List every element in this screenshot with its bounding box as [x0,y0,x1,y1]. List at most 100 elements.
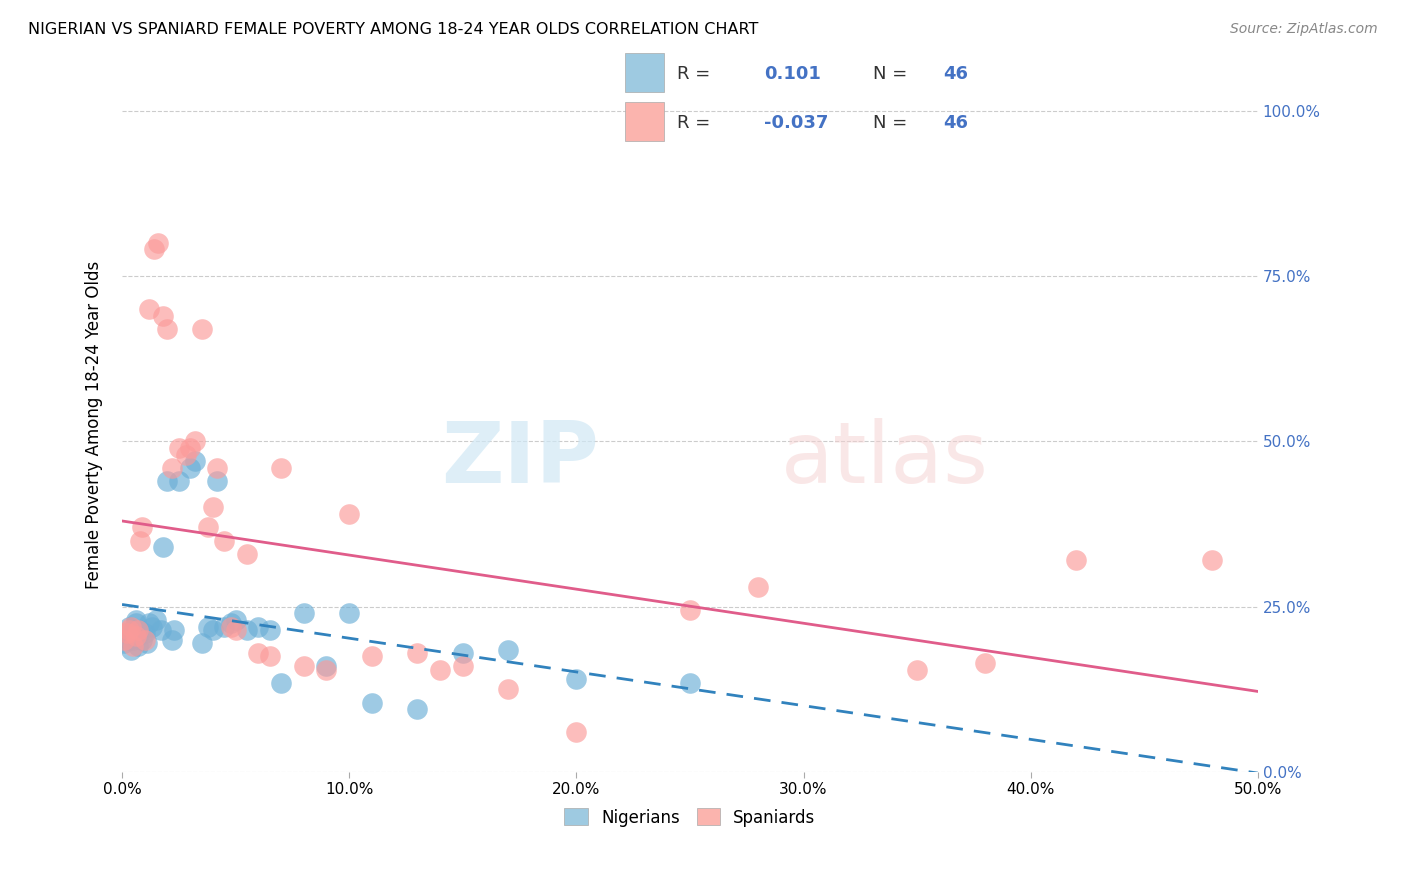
Point [125,616,148,631]
Point [160,632,183,647]
Point [565,673,588,687]
Point [496,642,519,657]
Legend: Nigerians, Spaniards: Nigerians, Spaniards [558,802,823,833]
Text: Source: ZipAtlas.com: Source: ZipAtlas.com [1230,22,1378,37]
Text: -0.037: -0.037 [765,114,828,132]
Point [118,619,141,633]
Point [496,682,519,697]
Point [219,619,242,633]
Point [136,636,159,650]
Point [120,619,142,633]
Point [451,646,474,660]
Point [134,626,156,640]
Point [292,607,315,621]
Text: 46: 46 [943,114,967,132]
Point [247,646,270,660]
Point [122,623,145,637]
Point [201,500,224,515]
Point [142,243,165,257]
Point [679,603,702,617]
Point [207,474,229,488]
Point [406,646,429,660]
Point [129,533,152,548]
Point [129,623,152,637]
Point [214,533,236,548]
Text: N =: N = [873,65,907,83]
Point [127,629,149,643]
Point [163,623,186,637]
Point [361,696,384,710]
Point [138,616,160,631]
Point [184,434,207,449]
Point [247,619,270,633]
Point [152,540,174,554]
Point [174,448,197,462]
Point [115,626,138,640]
Point [141,619,163,633]
Point [145,613,167,627]
Point [565,725,588,739]
Bar [624,103,664,141]
Text: N =: N = [873,114,907,132]
Point [270,675,292,690]
Point [337,607,360,621]
Point [156,474,179,488]
Point [120,642,142,657]
Point [131,632,153,647]
Point [167,474,190,488]
Point [125,613,148,627]
Text: R =: R = [678,114,710,132]
Point [125,629,148,643]
Point [259,649,281,664]
Point [225,623,247,637]
Y-axis label: Female Poverty Among 18-24 Year Olds: Female Poverty Among 18-24 Year Olds [86,260,103,589]
Point [679,675,702,690]
Point [118,623,141,637]
Text: NIGERIAN VS SPANIARD FEMALE POVERTY AMONG 18-24 YEAR OLDS CORRELATION CHART: NIGERIAN VS SPANIARD FEMALE POVERTY AMON… [28,22,758,37]
Point [270,460,292,475]
Point [225,613,247,627]
Text: 46: 46 [943,65,967,83]
Point [259,623,281,637]
Point [184,454,207,468]
Point [112,636,135,650]
Text: 0.101: 0.101 [765,65,821,83]
Point [214,619,236,633]
Point [1201,553,1223,567]
Point [127,640,149,654]
Point [236,547,259,561]
Point [127,623,149,637]
Point [429,663,451,677]
Text: atlas: atlas [780,418,988,501]
Point [190,636,212,650]
Point [207,460,229,475]
Point [406,702,429,716]
Point [115,626,138,640]
Text: ZIP: ZIP [441,418,599,501]
Point [149,623,172,637]
Text: R =: R = [678,65,710,83]
Point [179,460,201,475]
Point [167,441,190,455]
Point [122,632,145,647]
Point [315,663,337,677]
Point [201,623,224,637]
Point [152,309,174,323]
Point [197,619,219,633]
Bar [624,54,664,92]
Point [134,632,156,647]
Point [118,632,141,647]
Point [451,659,474,673]
Point [1064,553,1087,567]
Point [138,301,160,316]
Point [160,460,183,475]
Point [131,520,153,534]
Point [315,659,337,673]
Point [112,632,135,647]
Point [337,507,360,521]
Point [292,659,315,673]
Point [156,322,179,336]
Point [190,322,212,336]
Point [148,235,170,250]
Point [219,616,242,631]
